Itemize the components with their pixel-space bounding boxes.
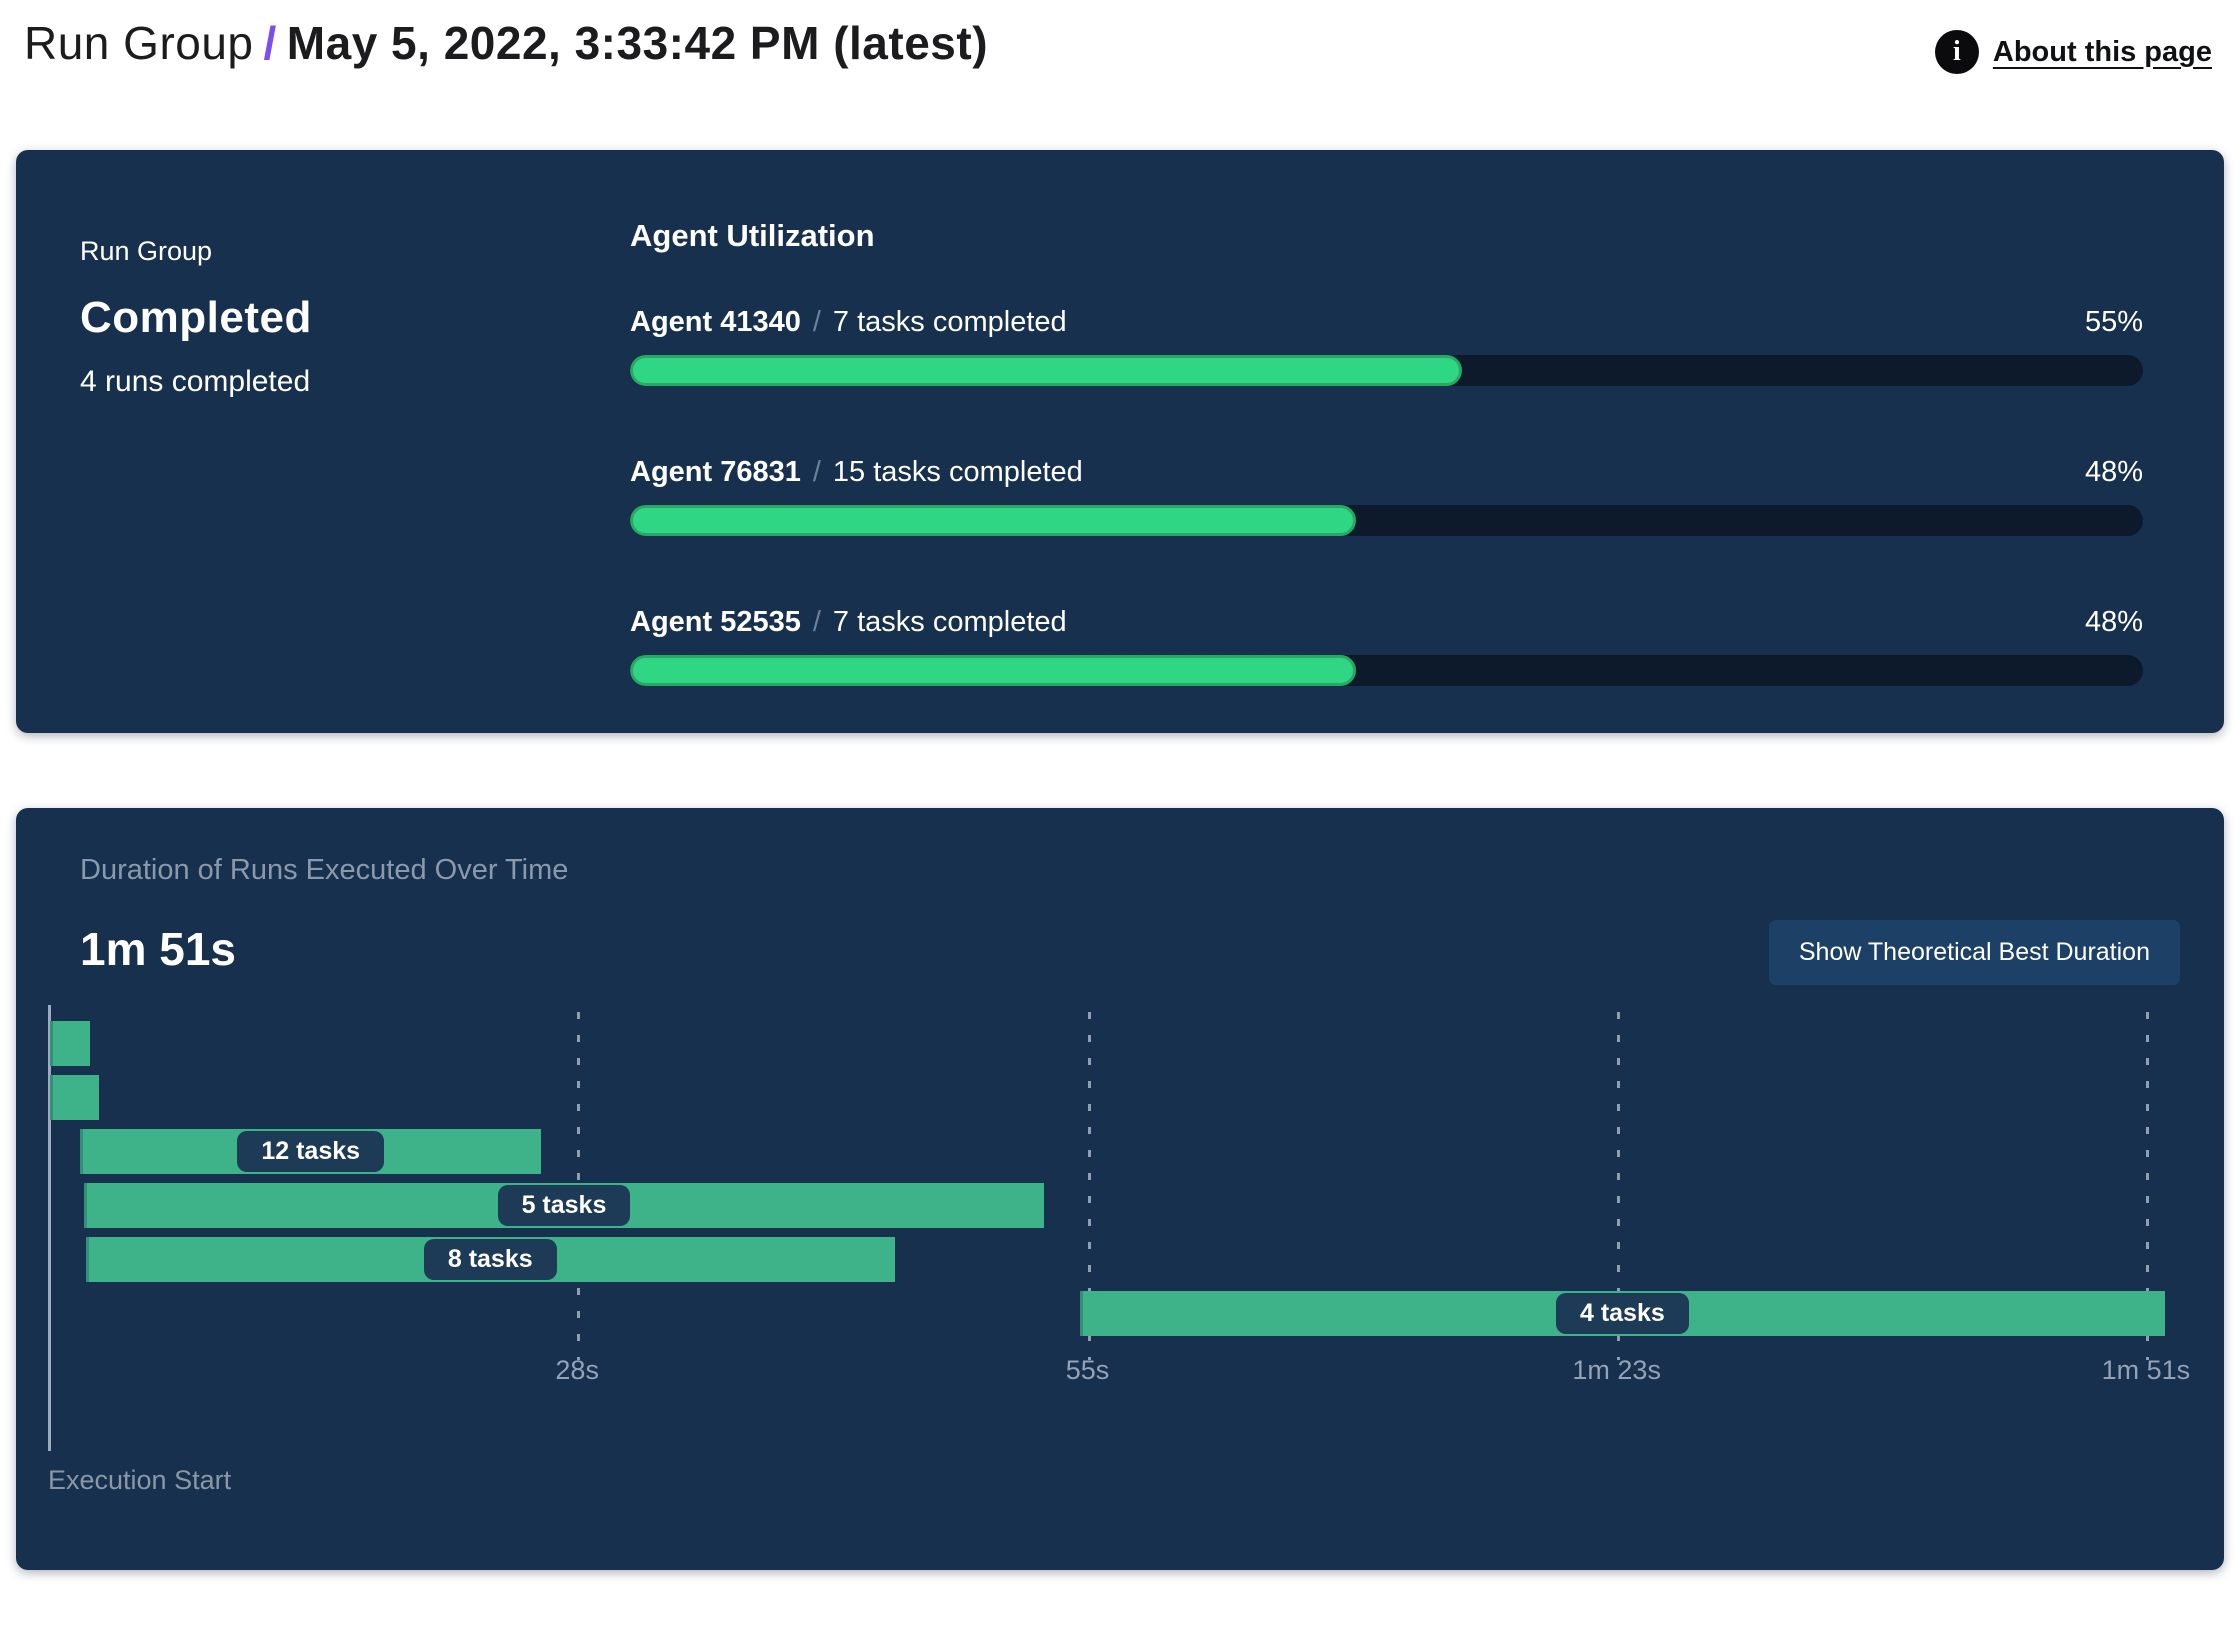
run-group-status: Completed xyxy=(80,293,312,342)
show-theoretical-best-duration-button[interactable]: Show Theoretical Best Duration xyxy=(1768,920,2180,985)
info-icon[interactable]: i xyxy=(1934,30,1979,74)
utilization-progress-track xyxy=(630,505,2143,536)
agent-row-label-line: Agent 76831 / 15 tasks completed 48% xyxy=(630,456,2143,489)
agent-utilization-row: Agent 52535 / 7 tasks completed 48% xyxy=(630,606,2143,686)
utilization-progress-fill xyxy=(630,355,1463,386)
duration-chart-card: Duration of Runs Executed Over Time 1m 5… xyxy=(16,808,2224,1570)
agent-name: Agent 76831 xyxy=(630,456,801,488)
duration-chart-title: Duration of Runs Executed Over Time xyxy=(80,854,569,886)
agent-label-separator: / xyxy=(812,306,821,338)
execution-start-axis-line xyxy=(48,1005,51,1451)
agent-tasks-completed: 7 tasks completed xyxy=(832,306,1067,338)
breadcrumb-separator: / xyxy=(263,17,277,69)
run-group-status-block: Run Group Completed 4 runs completed xyxy=(80,236,312,399)
task-count-badge: 4 tasks xyxy=(1555,1293,1689,1334)
agent-utilization-row: Agent 41340 / 7 tasks completed 55% xyxy=(630,306,2143,386)
x-tick-label: 28s xyxy=(555,1355,599,1385)
about-this-page-label[interactable]: About this page xyxy=(1992,35,2212,68)
x-tick-label: 55s xyxy=(1065,1355,1110,1385)
run-bar-12-tasks[interactable]: 12 tasks xyxy=(80,1129,542,1174)
run-group-summary-card: Run Group Completed 4 runs completed Age… xyxy=(16,150,2224,733)
agent-utilization-rows: Agent 41340 / 7 tasks completed 55% Agen… xyxy=(630,306,2143,686)
agent-utilization-title: Agent Utilization xyxy=(630,218,875,253)
agent-row-label-line: Agent 52535 / 7 tasks completed 48% xyxy=(630,606,2143,639)
about-this-page-link[interactable]: i About this page xyxy=(1934,30,2212,74)
x-tick-label: 1m 51s xyxy=(2101,1355,2191,1385)
page-title-current: May 5, 2022, 3:33:42 PM (latest) xyxy=(286,17,989,69)
task-count-badge: 8 tasks xyxy=(423,1239,557,1280)
agent-label-separator: / xyxy=(812,456,821,488)
run-bar[interactable] xyxy=(49,1075,99,1120)
utilization-progress-track xyxy=(630,355,2143,386)
gridline-1m51s xyxy=(2145,1012,2149,1360)
agent-row-label-line: Agent 41340 / 7 tasks completed 55% xyxy=(630,306,2143,339)
total-duration-value: 1m 51s xyxy=(80,923,237,975)
agent-utilization-percent: 48% xyxy=(2084,456,2143,488)
agent-name: Agent 41340 xyxy=(630,306,801,338)
utilization-progress-track xyxy=(630,655,2143,686)
agent-label-separator: / xyxy=(812,606,821,638)
agent-tasks-completed: 7 tasks completed xyxy=(832,606,1067,638)
gridline-1m23s xyxy=(1616,1012,1620,1360)
page-header: Run Group / May 5, 2022, 3:33:42 PM (lates… xyxy=(0,0,2240,120)
breadcrumb-run-group: Run Group xyxy=(24,17,254,69)
agent-utilization-percent: 48% xyxy=(2084,606,2143,638)
agent-utilization-row: Agent 76831 / 15 tasks completed 48% xyxy=(630,456,2143,536)
gridline-55s xyxy=(1087,1012,1091,1360)
agent-tasks-completed: 15 tasks completed xyxy=(832,456,1083,488)
task-count-badge: 12 tasks xyxy=(237,1131,385,1172)
run-bar[interactable] xyxy=(49,1021,90,1066)
agent-utilization-percent: 55% xyxy=(2084,306,2143,338)
run-bar-5-tasks[interactable]: 5 tasks xyxy=(83,1183,1045,1228)
runs-completed-count: 4 runs completed xyxy=(80,365,311,398)
run-bar-4-tasks[interactable]: 4 tasks xyxy=(1079,1291,2165,1336)
x-axis-label: Execution Start xyxy=(48,1465,232,1495)
utilization-progress-fill xyxy=(630,655,1357,686)
x-tick-label: 1m 23s xyxy=(1572,1355,1661,1385)
run-bar-8-tasks[interactable]: 8 tasks xyxy=(85,1237,895,1282)
gantt-chart: 28s 55s 1m 23s 1m 51s 12 tasks 5 tasks 8 tasks… xyxy=(48,1005,2208,1451)
agent-utilization-section: Agent Utilization Agent 41340 / 7 tasks … xyxy=(630,218,2143,686)
utilization-progress-fill xyxy=(630,505,1357,536)
page-title: Run Group / May 5, 2022, 3:33:42 PM (lates… xyxy=(24,16,988,70)
agent-name: Agent 52535 xyxy=(630,606,801,638)
task-count-badge: 5 tasks xyxy=(497,1185,631,1226)
run-group-label: Run Group xyxy=(80,236,213,266)
